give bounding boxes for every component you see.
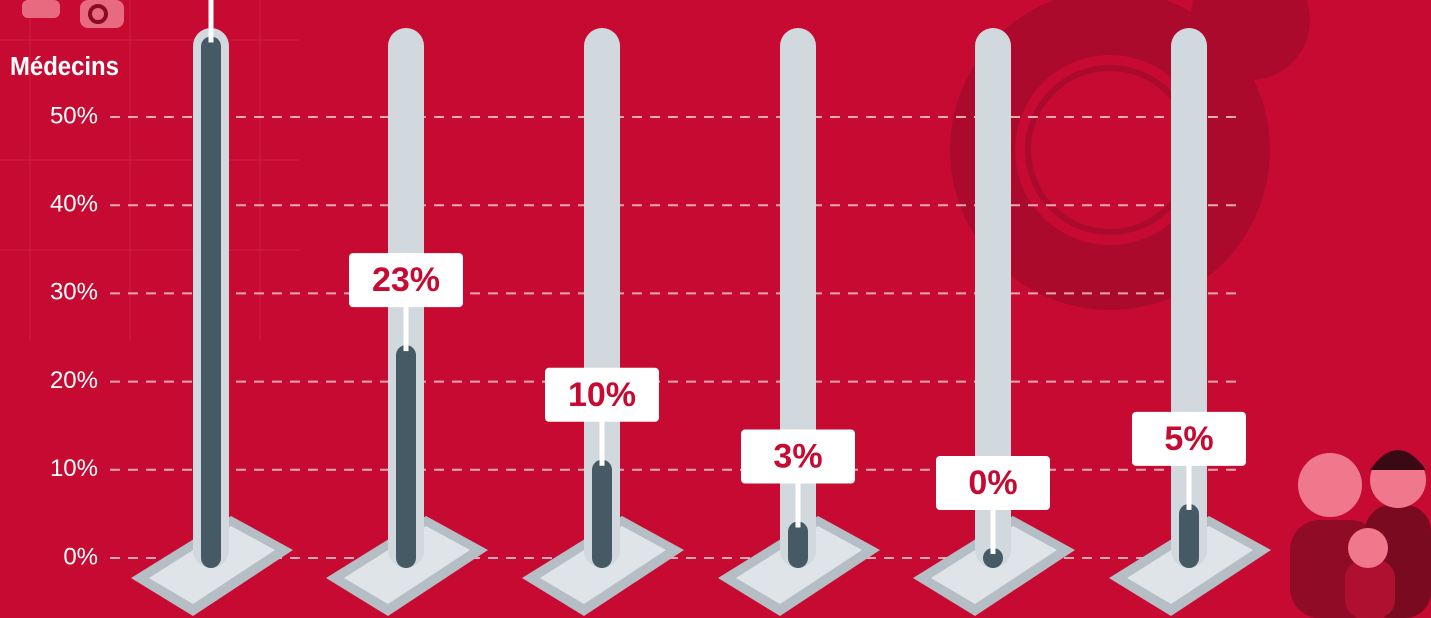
label-box — [1132, 411, 1246, 466]
bar — [592, 459, 612, 568]
y-tick-label: 20% — [50, 367, 98, 394]
bar — [201, 36, 221, 568]
bar — [1179, 503, 1199, 568]
value-label: 10% — [568, 376, 636, 414]
bar — [788, 521, 808, 568]
y-tick-label: 50% — [50, 102, 98, 129]
family-illustration — [1290, 450, 1431, 618]
label-box — [741, 429, 855, 484]
y-tick-label: 10% — [50, 455, 98, 482]
bars: 23% 10% 3% 0% 5% — [131, 0, 1271, 616]
chart-title: Médecins — [10, 52, 119, 81]
bar — [983, 548, 1003, 568]
value-label: 0% — [968, 464, 1017, 502]
label-box — [349, 253, 463, 308]
value-label: 5% — [1164, 420, 1213, 458]
background-pattern — [0, 0, 300, 340]
top-icon — [22, 0, 124, 28]
bar — [396, 345, 416, 568]
value-label: 3% — [773, 438, 822, 476]
y-tick-label: 40% — [50, 191, 98, 218]
label-box — [545, 367, 659, 422]
y-tick-label: 0% — [63, 543, 98, 570]
value-label: 23% — [372, 261, 440, 299]
y-tick-label: 30% — [50, 279, 98, 306]
label-box — [936, 456, 1050, 510]
bar-track — [584, 28, 620, 568]
bar-track — [975, 28, 1011, 568]
grid: 0% 10% 20% 30% 40% 50% — [50, 102, 1240, 570]
